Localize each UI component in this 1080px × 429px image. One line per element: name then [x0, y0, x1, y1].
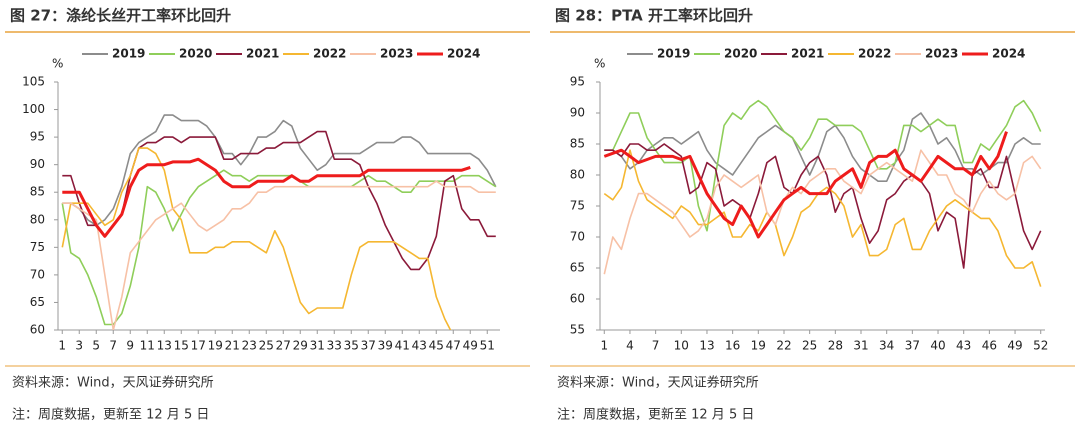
legend-label: 2020	[179, 47, 212, 61]
series-line	[62, 114, 497, 227]
x-tick-label: 31	[853, 339, 868, 353]
x-tick-label: 34	[879, 339, 894, 353]
x-tick-label: 1	[58, 339, 66, 353]
x-tick-label: 23	[242, 339, 257, 353]
x-tick-label: 7	[109, 339, 117, 353]
y-tick-label: 95	[570, 75, 585, 89]
x-tick-label: 29	[293, 339, 308, 353]
x-tick-label: 21	[225, 339, 240, 353]
chart-title: 图 27：涤纶长丝开工率环比回升	[10, 7, 231, 25]
x-tick-label: 49	[463, 339, 478, 353]
x-tick-label: 1	[600, 339, 608, 353]
series-line	[62, 157, 471, 238]
x-tick-label: 10	[674, 339, 689, 353]
y-tick-label: 60	[570, 292, 585, 306]
y-tick-label: 60	[30, 323, 45, 337]
x-tick-label: 51	[480, 339, 495, 353]
legend-label: 2023	[925, 47, 958, 61]
x-tick-label: 7	[652, 339, 660, 353]
y-tick-label: 65	[570, 261, 585, 275]
legend-label: 2023	[380, 47, 413, 61]
series-line	[604, 99, 1042, 232]
x-tick-label: 4	[626, 339, 634, 353]
x-tick-label: 52	[1033, 339, 1048, 353]
y-tick-label: 95	[30, 130, 45, 144]
x-tick-label: 16	[725, 339, 740, 353]
series-line	[604, 143, 1042, 269]
x-tick-label: 40	[930, 339, 945, 353]
source: 资料来源：Wind，天风证券研究所	[557, 375, 759, 391]
x-tick-label: 11	[140, 339, 155, 353]
x-tick-label: 9	[126, 339, 134, 353]
y-tick-label: 90	[30, 157, 45, 171]
x-tick-label: 37	[905, 339, 920, 353]
x-tick-label: 22	[776, 339, 791, 353]
series-line	[604, 112, 1041, 182]
y-tick-label: 65	[30, 295, 45, 309]
x-tick-label: 25	[802, 339, 817, 353]
series-line	[62, 180, 496, 330]
y-tick-label: 75	[30, 240, 45, 254]
note: 注：周度数据，更新至 12 月 5 日	[557, 407, 754, 423]
x-tick-label: 47	[446, 339, 461, 353]
x-tick-label: 43	[956, 339, 971, 353]
x-tick-label: 5	[92, 339, 100, 353]
chart-panel: 图 28：PTA 开工率环比回升资料来源：Wind，天风证券研究所注：周度数据，…	[550, 7, 1075, 423]
y-tick-label: 80	[570, 168, 585, 182]
series-line	[603, 131, 1008, 239]
source: 资料来源：Wind，天风证券研究所	[12, 375, 214, 391]
y-tick-label: 85	[570, 137, 585, 151]
x-tick-label: 46	[982, 339, 997, 353]
series-line	[61, 169, 497, 326]
y-tick-label: 85	[30, 185, 45, 199]
y-tick-label: 105	[22, 75, 45, 89]
chart-title: 图 28：PTA 开工率环比回升	[555, 7, 753, 25]
x-tick-label: 19	[208, 339, 223, 353]
note: 注：周度数据，更新至 12 月 5 日	[12, 407, 209, 423]
series-line	[603, 149, 1042, 275]
plot-lines	[603, 99, 1042, 287]
x-tick-label: 49	[1007, 339, 1022, 353]
y-axis-unit: %	[52, 57, 63, 71]
legend-label: 2021	[791, 47, 824, 61]
y-tick-label: 55	[570, 323, 585, 337]
legend-label: 2019	[112, 47, 145, 61]
legend-label: 2024	[992, 47, 1025, 61]
legend-label: 2024	[447, 47, 480, 61]
x-tick-label: 43	[412, 339, 427, 353]
y-tick-label: 100	[22, 102, 45, 116]
y-tick-label: 70	[30, 267, 45, 281]
legend-label: 2022	[858, 47, 891, 61]
x-tick-label: 28	[828, 339, 843, 353]
x-tick-label: 13	[157, 339, 172, 353]
x-tick-label: 31	[310, 339, 325, 353]
x-tick-label: 13	[699, 339, 714, 353]
legend-label: 2022	[313, 47, 346, 61]
plot-lines	[61, 114, 497, 330]
y-axis-unit: %	[594, 57, 605, 71]
x-tick-label: 37	[361, 339, 376, 353]
legend-label: 2021	[246, 47, 279, 61]
series-line	[61, 147, 452, 330]
y-tick-label: 80	[30, 212, 45, 226]
x-tick-label: 15	[174, 339, 189, 353]
x-tick-label: 27	[276, 339, 291, 353]
chart-panel: 图 27：涤纶长丝开工率环比回升资料来源：Wind，天风证券研究所注：周度数据，…	[5, 7, 530, 423]
x-tick-label: 35	[344, 339, 359, 353]
x-tick-label: 3	[75, 339, 83, 353]
y-tick-label: 70	[570, 230, 585, 244]
legend-label: 2019	[657, 47, 690, 61]
x-tick-label: 33	[327, 339, 342, 353]
x-tick-label: 45	[429, 339, 444, 353]
x-tick-label: 25	[259, 339, 274, 353]
x-tick-label: 41	[395, 339, 410, 353]
x-tick-label: 39	[378, 339, 393, 353]
y-tick-label: 75	[570, 199, 585, 213]
x-tick-label: 17	[191, 339, 206, 353]
legend-label: 2020	[724, 47, 757, 61]
series-line	[603, 149, 1042, 287]
x-tick-label: 19	[751, 339, 766, 353]
y-tick-label: 90	[570, 106, 585, 120]
